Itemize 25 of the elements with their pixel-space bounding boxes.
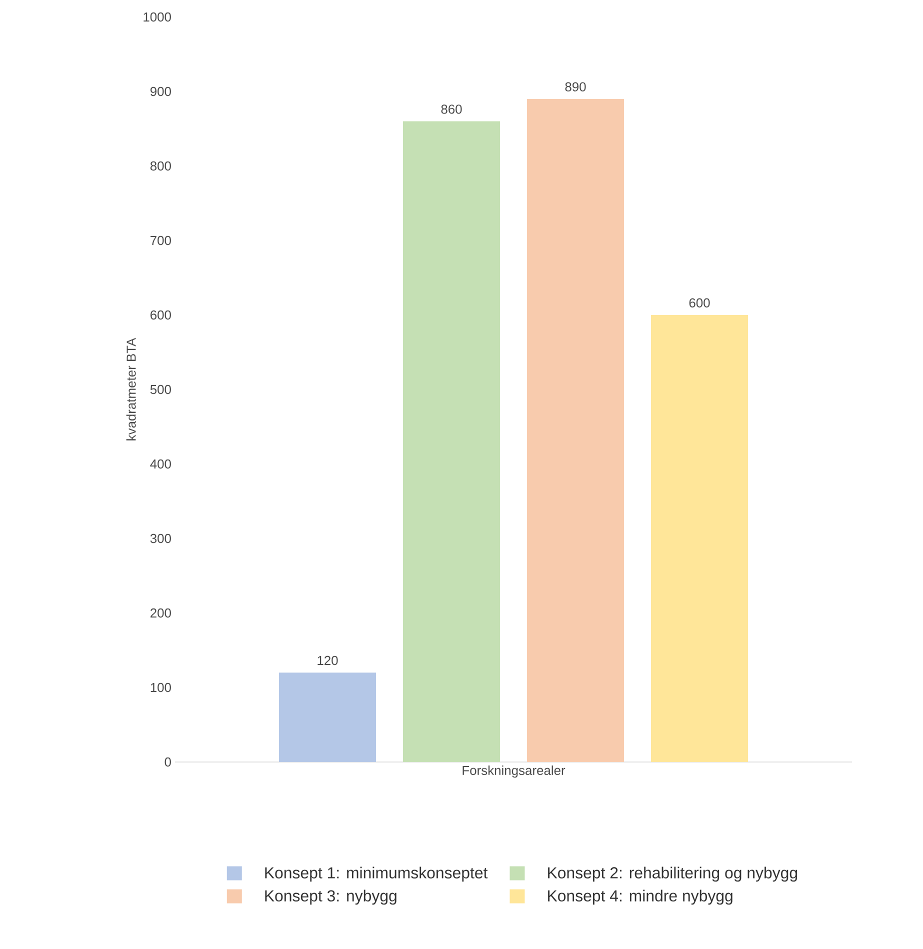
data-label: 860	[441, 104, 462, 114]
y-tick-label: 1000	[144, 12, 171, 22]
y-tick-label: 0	[164, 757, 171, 767]
data-label: 120	[318, 656, 338, 666]
x-tick-label: Forskningsarealer	[462, 766, 566, 778]
y-tick-label: 300	[150, 534, 171, 544]
bar	[279, 672, 376, 762]
y-tick-label: 800	[150, 161, 171, 171]
bar	[651, 314, 748, 762]
y-tick-label: 500	[150, 384, 171, 394]
data-label: 600	[689, 298, 710, 308]
y-tick-label: 400	[150, 459, 171, 469]
legend-label: Konsept 2: rehabilitering og nybygg	[548, 866, 798, 882]
legend-label: Konsept 4: mindre nybygg	[548, 890, 732, 905]
y-tick-label: 900	[150, 86, 171, 96]
y-tick-label: 700	[150, 236, 171, 246]
y-axis-title: kvadratmeter BTA	[126, 338, 136, 440]
y-tick-label: 100	[150, 682, 171, 692]
legend-label: Konsept 3: nybygg	[265, 890, 396, 905]
bar	[403, 121, 500, 762]
legend-label: Konsept 1: minimumskonseptet	[265, 866, 488, 882]
bar	[527, 98, 624, 762]
data-label: 890	[565, 82, 586, 92]
y-tick-label: 600	[150, 310, 171, 320]
y-tick-label: 200	[150, 608, 171, 618]
